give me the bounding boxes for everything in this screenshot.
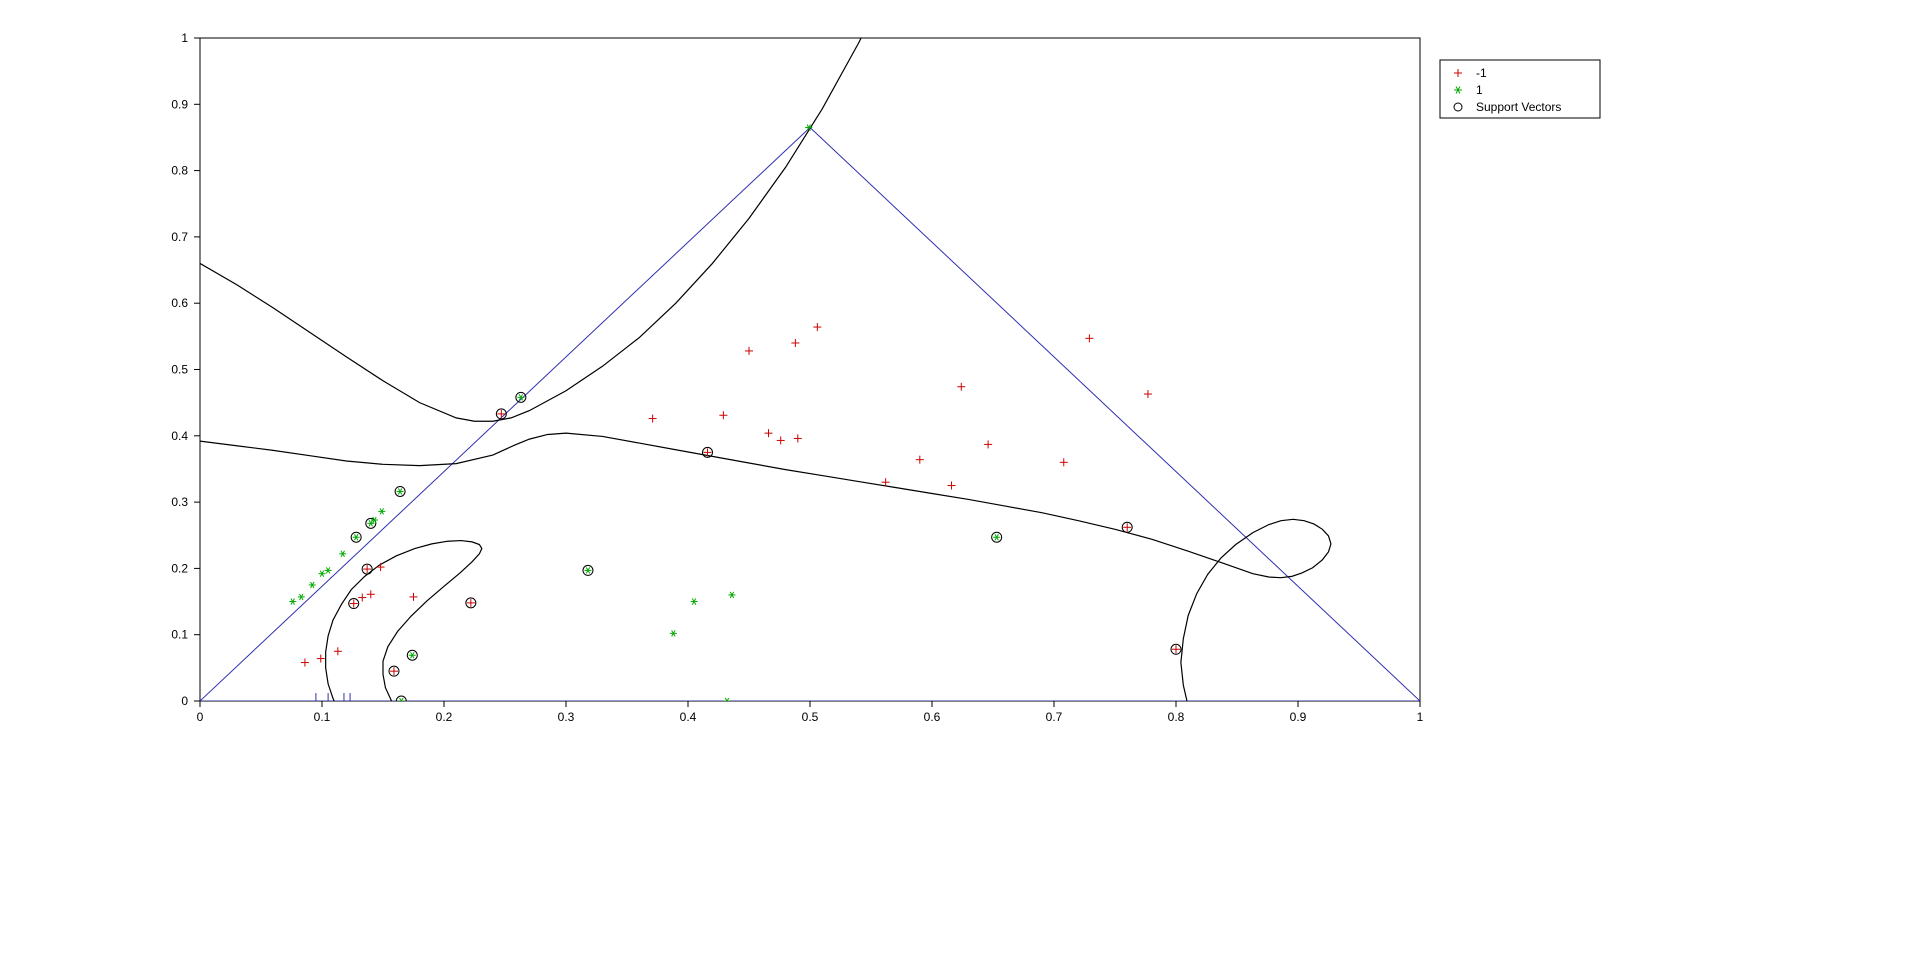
x-tick-label: 1 xyxy=(1417,710,1424,724)
y-tick-label: 0.7 xyxy=(171,230,188,244)
x-tick-label: 0.8 xyxy=(1168,710,1185,724)
y-tick-label: 0 xyxy=(181,694,188,708)
x-tick-label: 0.9 xyxy=(1290,710,1307,724)
y-tick-label: 0.9 xyxy=(171,97,188,111)
y-tick-label: 0.8 xyxy=(171,164,188,178)
y-tick-label: 0.1 xyxy=(171,628,188,642)
x-tick-label: 0.5 xyxy=(802,710,819,724)
x-tick-label: 0.1 xyxy=(314,710,331,724)
y-tick-label: 0.5 xyxy=(171,363,188,377)
y-tick-label: 0.2 xyxy=(171,561,188,575)
svm-scatter-chart: 0 0.1 0.2 0.3 0.4 0.5 0.6 0.7 0.8 0.9 1 0 0.1 0.2 0.3 0… xyxy=(0,0,1920,964)
x-tick-label: 0.3 xyxy=(558,710,575,724)
legend-label: 1 xyxy=(1476,83,1483,97)
legend-label: Support Vectors xyxy=(1476,100,1561,114)
x-tick-label: 0.6 xyxy=(924,710,941,724)
x-tick-label: 0.2 xyxy=(436,710,453,724)
x-tick-label: 0 xyxy=(197,710,204,724)
x-tick-label: 0.7 xyxy=(1046,710,1063,724)
y-tick-label: 0.4 xyxy=(171,429,188,443)
y-tick-label: 1 xyxy=(181,31,188,45)
y-tick-label: 0.3 xyxy=(171,495,188,509)
x-tick-label: 0.4 xyxy=(680,710,697,724)
legend-label: -1 xyxy=(1476,66,1487,80)
y-tick-label: 0.6 xyxy=(171,296,188,310)
